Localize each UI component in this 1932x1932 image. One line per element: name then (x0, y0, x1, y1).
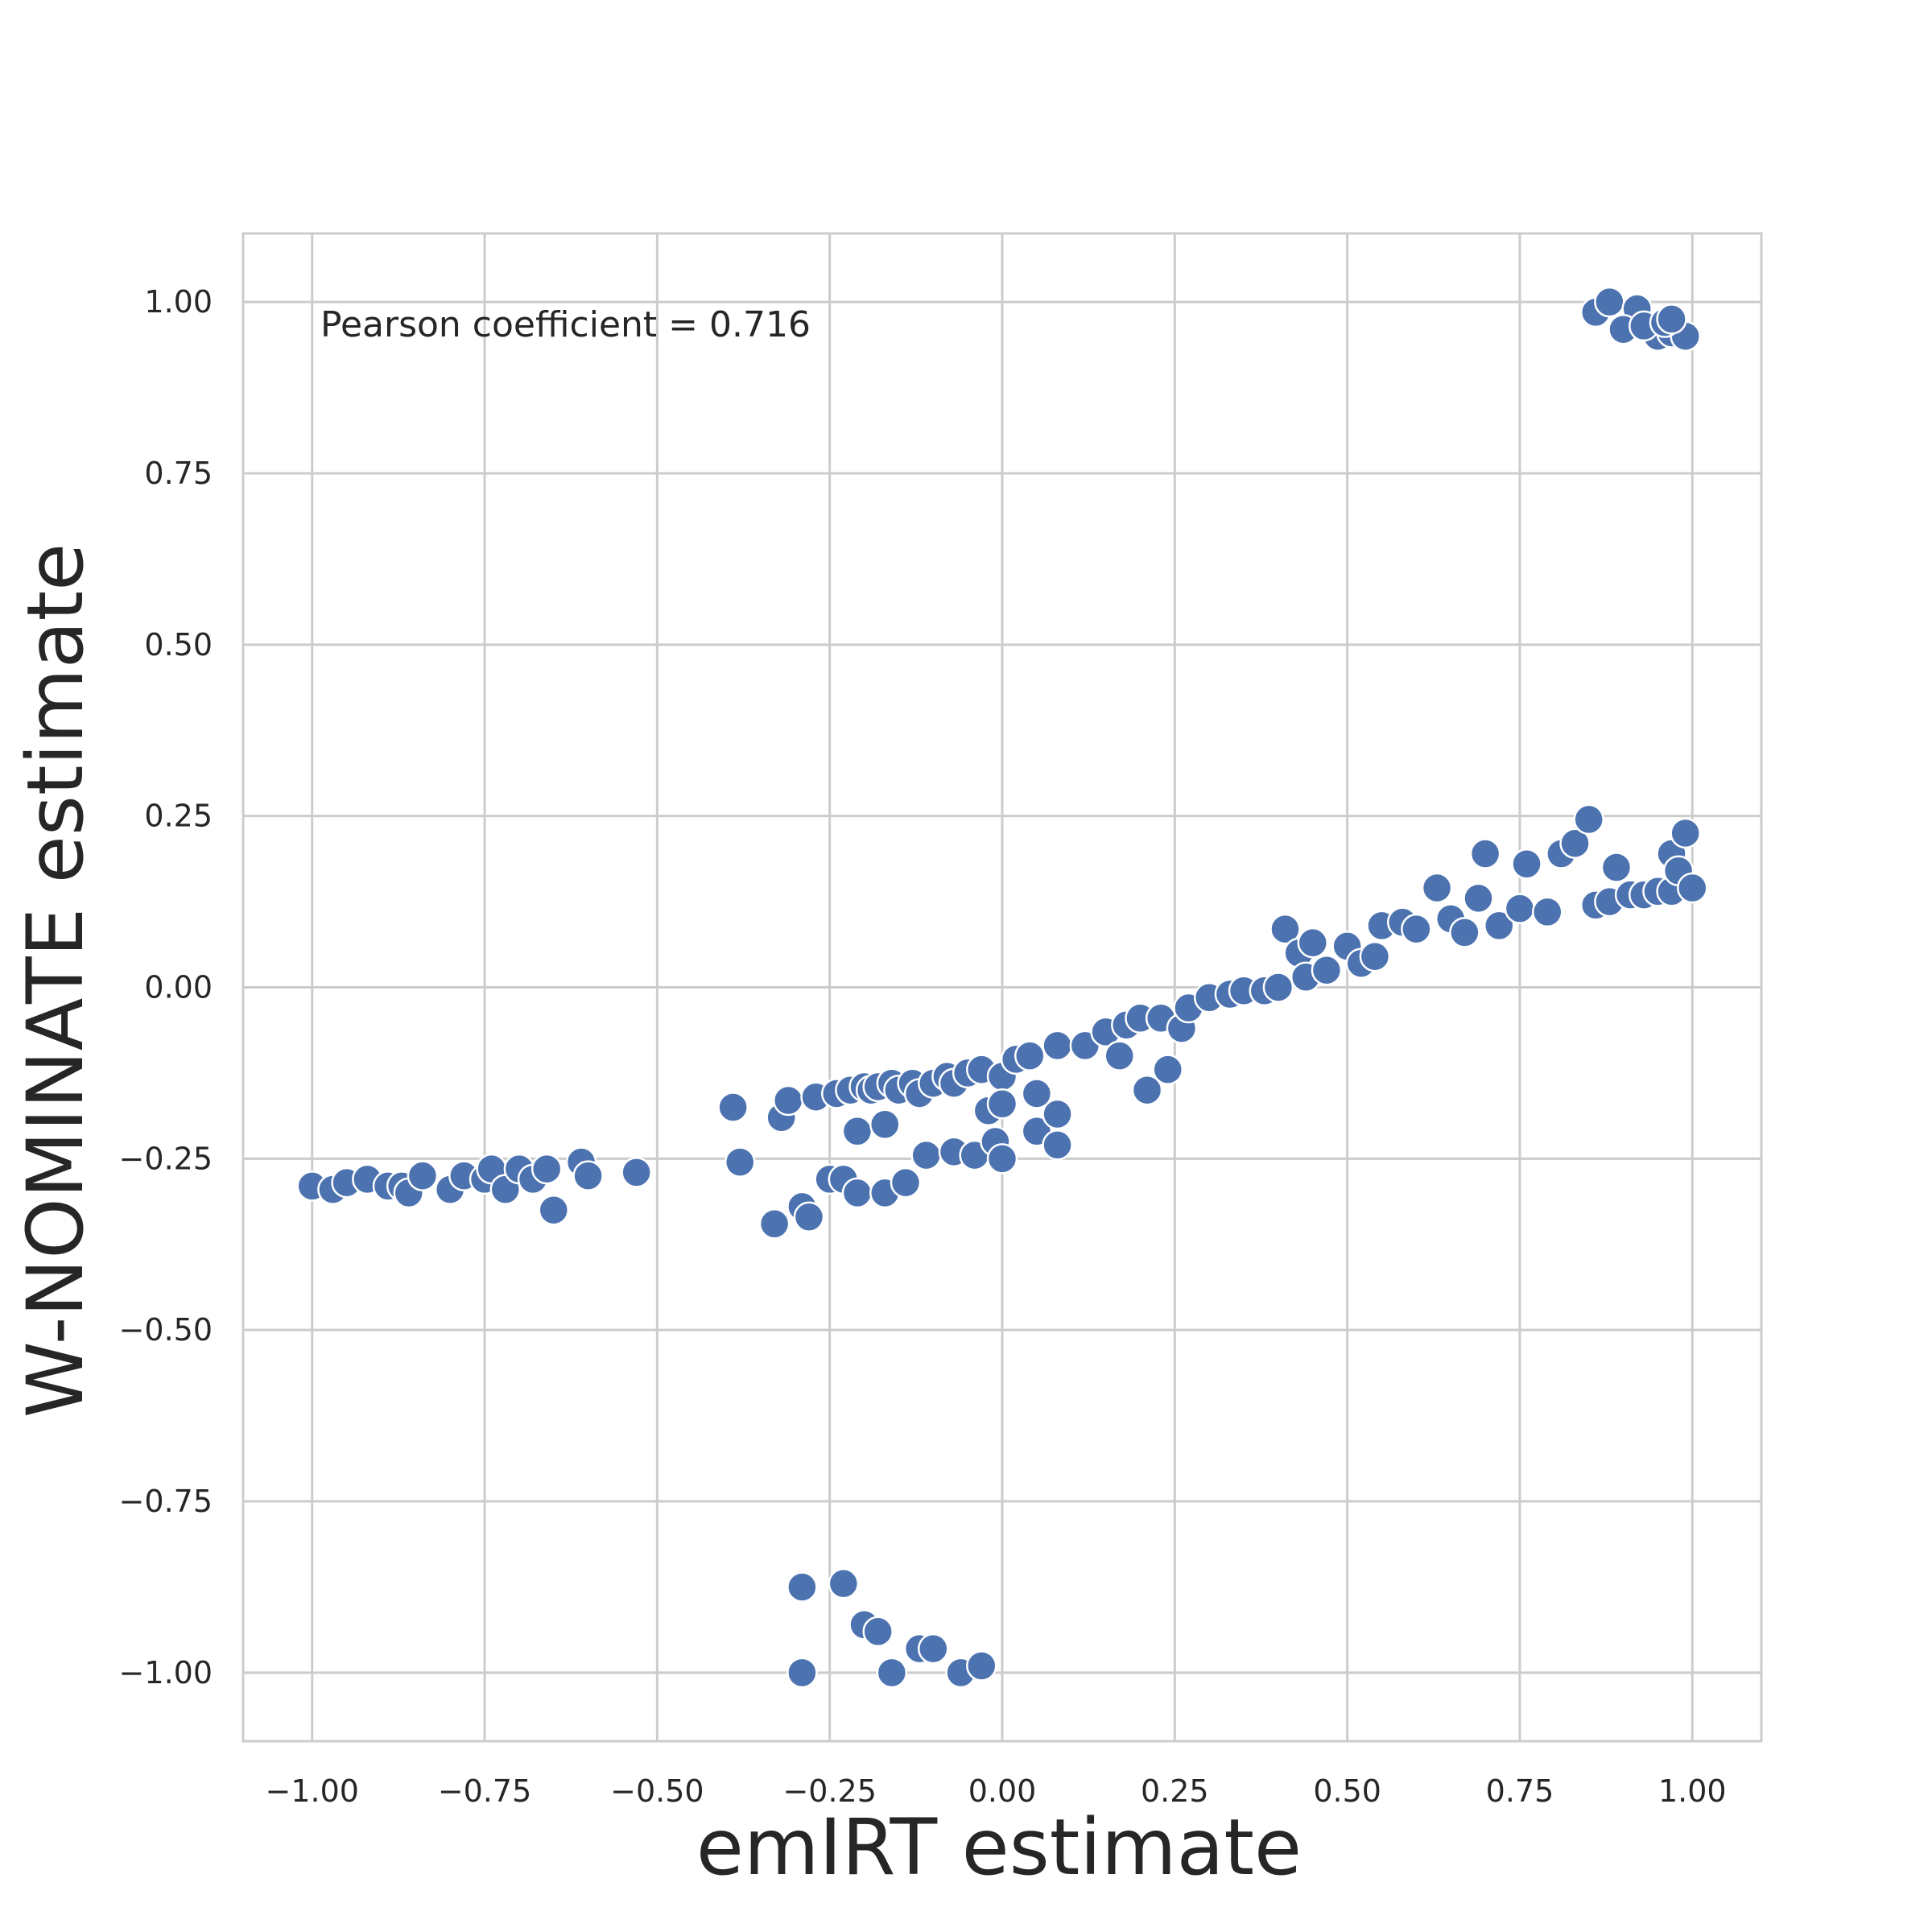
data-point (869, 1108, 901, 1141)
data-point (1469, 838, 1501, 869)
y-tick-label: −0.25 (119, 1141, 213, 1176)
data-point (1559, 828, 1591, 859)
x-tick-label: 0.50 (1313, 1773, 1381, 1809)
y-axis-label: W-NOMINATE estimate (10, 543, 101, 1418)
data-point (786, 1571, 818, 1603)
data-point (621, 1157, 652, 1188)
data-point (1483, 910, 1515, 942)
x-tick-label: −0.50 (610, 1773, 704, 1809)
y-tick-label: 0.50 (144, 627, 213, 663)
y-tick-label: 0.00 (144, 970, 213, 1005)
x-tick-label: 0.75 (1486, 1773, 1554, 1809)
y-tick-label: 1.00 (144, 284, 213, 320)
data-point (1262, 972, 1294, 1003)
plot-frame (242, 232, 1763, 1743)
data-point (828, 1567, 860, 1600)
data-point (1401, 913, 1432, 945)
data-point (772, 1084, 804, 1117)
data-point (1594, 286, 1625, 318)
y-tick-label: −1.00 (119, 1655, 213, 1690)
data-point (572, 1160, 604, 1191)
data-point (1297, 927, 1329, 959)
data-point (986, 1088, 1018, 1120)
data-point (1677, 872, 1708, 904)
data-point (1359, 940, 1391, 972)
y-tick-label: 0.25 (144, 799, 213, 834)
data-points (296, 286, 1708, 1689)
x-tick-label: 1.00 (1658, 1773, 1727, 1809)
x-tick-label: 0.00 (968, 1773, 1037, 1809)
data-point (910, 1139, 942, 1171)
data-point (841, 1116, 873, 1147)
data-point (841, 1177, 873, 1209)
x-tick-labels: −1.00 −0.75 −0.50 −0.25 0.00 0.25 0.50 0.75 1.00 (266, 1773, 1727, 1809)
data-point (1152, 1054, 1183, 1085)
data-point (786, 1657, 818, 1689)
data-point (1104, 1040, 1135, 1071)
y-tick-label: 0.75 (144, 456, 213, 491)
data-point (538, 1194, 570, 1226)
x-tick-label: 0.25 (1141, 1773, 1209, 1809)
data-point (1311, 954, 1343, 986)
data-point (530, 1153, 563, 1185)
x-axis-label: emIRT estimate (696, 1802, 1302, 1893)
data-point (407, 1160, 439, 1191)
data-point (1511, 848, 1542, 880)
data-point (1600, 852, 1633, 883)
data-point (1449, 917, 1480, 948)
data-point (1131, 1074, 1163, 1106)
pearson-annotation: Pearson coefficient = 0.716 (320, 304, 811, 345)
y-tick-labels: −1.00 −0.75 −0.50 −0.25 0.00 0.25 0.50 0.75 1.00 (119, 284, 213, 1690)
data-point (1531, 896, 1563, 928)
x-tick-label: −0.25 (782, 1773, 876, 1809)
data-point (1042, 1098, 1073, 1130)
data-point (1504, 893, 1536, 924)
data-point (1573, 803, 1604, 836)
data-point (1670, 817, 1701, 849)
data-point (890, 1166, 922, 1199)
data-point (918, 1633, 949, 1665)
data-point (1656, 303, 1687, 335)
data-point (1042, 1129, 1073, 1161)
data-point (758, 1208, 791, 1240)
data-point (1042, 1030, 1073, 1062)
y-tick-label: −0.50 (119, 1312, 213, 1348)
data-point (876, 1657, 908, 1689)
x-tick-label: −0.75 (438, 1773, 531, 1809)
data-point (717, 1092, 749, 1123)
y-tick-label: −0.75 (119, 1484, 213, 1519)
data-point (862, 1616, 894, 1648)
x-tick-label: −1.00 (266, 1773, 359, 1809)
data-point (986, 1143, 1018, 1174)
data-point (724, 1146, 756, 1178)
data-point (1269, 913, 1301, 945)
data-point (966, 1650, 997, 1682)
data-point (1421, 872, 1453, 904)
data-point (1014, 1040, 1046, 1071)
data-point (1463, 882, 1494, 914)
data-point (793, 1201, 825, 1232)
data-point (1021, 1078, 1053, 1109)
